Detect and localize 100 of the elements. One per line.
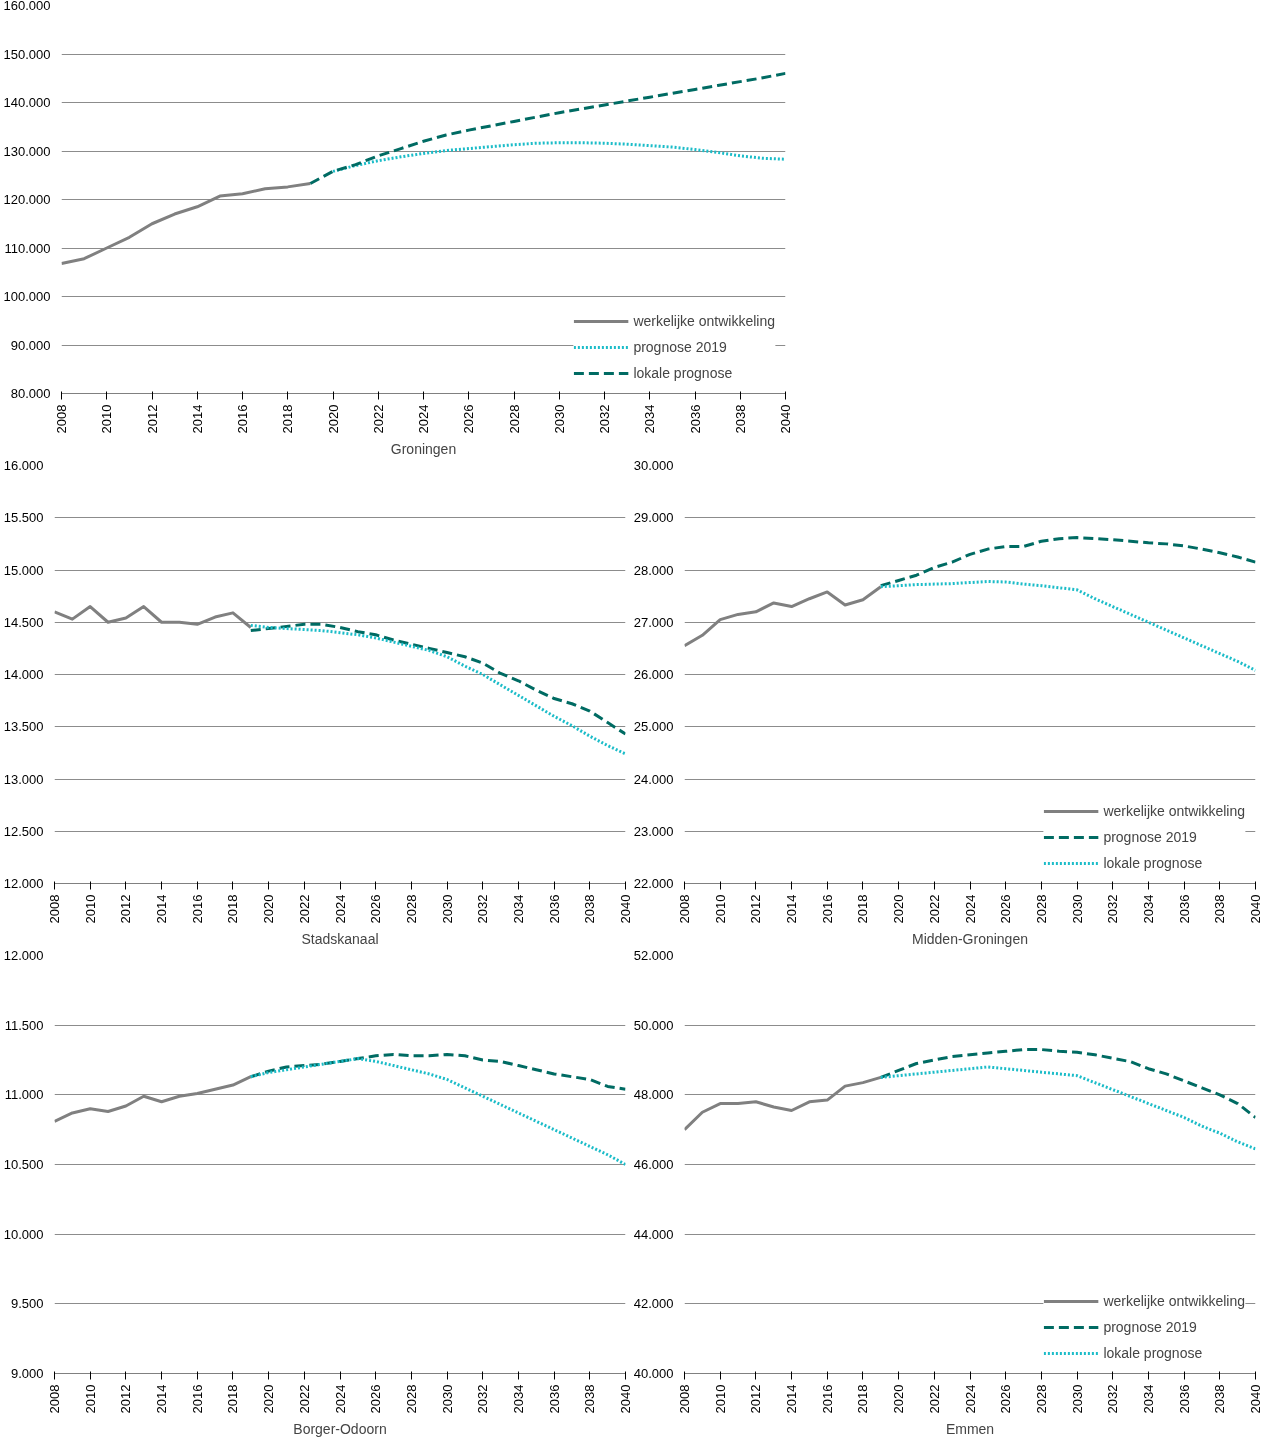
y-tick-label: 16.000 — [3, 458, 44, 473]
y-tick-label: 48.000 — [633, 1087, 674, 1103]
x-tick-label: 2040 — [1248, 1384, 1263, 1414]
x-tick-label: 2038 — [582, 894, 598, 924]
x-axis-title: Midden-Groningen — [912, 931, 1028, 948]
legend-label: prognose 2019 — [633, 339, 727, 355]
line-series — [308, 71, 786, 185]
x-tick-label: 2038 — [1212, 1384, 1228, 1414]
x-tick-label: 2024 — [962, 1384, 978, 1414]
x-tick-label: 2036 — [687, 404, 703, 434]
x-tick-label: 2040 — [618, 1384, 633, 1414]
legend-label: prognose 2019 — [1103, 1319, 1197, 1335]
x-tick-label: 2018 — [855, 1384, 871, 1414]
x-axis-title: Emmen — [945, 1421, 995, 1438]
x-tick-label: 2012 — [748, 1384, 764, 1414]
x-tick-label: 2014 — [189, 404, 205, 434]
x-tick-label: 2018 — [225, 1384, 241, 1414]
x-tick-label: 2024 — [332, 1384, 348, 1414]
y-tick-label: 13.500 — [3, 719, 44, 735]
y-tick-label: 100.000 — [3, 289, 51, 304]
x-tick-label: 2022 — [296, 1384, 312, 1414]
x-tick-label: 2026 — [998, 894, 1014, 924]
line-series — [879, 580, 1256, 672]
y-tick-label: 25.000 — [633, 719, 674, 735]
line-series — [879, 1048, 1256, 1119]
legend-label: lokale prognose — [1103, 1345, 1203, 1361]
x-tick-label: 2010 — [82, 894, 98, 924]
y-tick-label: 14.500 — [3, 614, 44, 630]
y-tick-label: 15.500 — [3, 510, 44, 526]
y-tick-label: 80.000 — [10, 386, 51, 401]
line-series — [249, 1057, 626, 1166]
x-tick-label: 2008 — [677, 894, 692, 924]
x-tick-label: 2024 — [416, 404, 431, 434]
x-tick-label: 2020 — [891, 1384, 907, 1414]
x-tick-label: 2018 — [855, 894, 871, 924]
y-tick-label: 46.000 — [633, 1157, 674, 1172]
x-tick-label: 2040 — [778, 404, 793, 434]
y-tick-label: 40.000 — [633, 1366, 674, 1381]
y-tick-label: 26.000 — [633, 667, 674, 682]
y-tick-label: 9.000 — [10, 1366, 44, 1381]
legend-label: prognose 2019 — [1103, 829, 1197, 845]
x-tick-label: 2038 — [582, 1384, 598, 1414]
x-tick-label: 2012 — [118, 1384, 134, 1414]
x-tick-label: 2030 — [439, 1384, 455, 1414]
y-tick-label: 24.000 — [633, 771, 674, 787]
y-tick-label: 10.500 — [3, 1157, 44, 1172]
y-tick-label: 110.000 — [4, 240, 51, 256]
y-tick-label: 12.500 — [3, 823, 44, 839]
y-tick-label: 22.000 — [633, 876, 674, 891]
line-series — [249, 623, 626, 756]
x-tick-label: 2032 — [1105, 1384, 1121, 1414]
y-tick-label: 30.000 — [633, 458, 674, 473]
x-tick-label: 2028 — [403, 894, 419, 924]
x-tick-label: 2032 — [1105, 894, 1121, 924]
x-tick-label: 2026 — [368, 894, 384, 924]
x-tick-label: 2014 — [784, 1384, 800, 1414]
x-tick-label: 2022 — [926, 1384, 942, 1414]
y-tick-label: 11.500 — [4, 1017, 44, 1033]
legend-label: werkelijke ontwikkeling — [1103, 803, 1245, 819]
x-tick-label: 2030 — [1069, 894, 1085, 924]
x-tick-label: 2014 — [154, 894, 170, 924]
y-tick-label: 23.000 — [633, 823, 674, 839]
y-tick-label: 28.000 — [633, 562, 674, 578]
y-tick-label: 29.000 — [633, 510, 674, 526]
x-tick-label: 2018 — [225, 894, 241, 924]
x-tick-label: 2028 — [1033, 894, 1049, 924]
x-tick-label: 2028 — [506, 404, 522, 434]
x-axis-title: Stadskanaal — [301, 931, 379, 948]
y-tick-label: 52.000 — [633, 948, 674, 963]
y-tick-label: 140.000 — [3, 95, 51, 110]
x-tick-label: 2026 — [368, 1384, 384, 1414]
line-series — [879, 536, 1256, 588]
y-tick-label: 15.000 — [3, 562, 44, 578]
x-tick-label: 2010 — [712, 1384, 728, 1414]
x-tick-label: 2030 — [1069, 1384, 1085, 1414]
x-tick-label: 2008 — [47, 894, 62, 924]
x-tick-label: 2032 — [475, 894, 491, 924]
x-tick-label: 2036 — [546, 894, 562, 924]
x-tick-label: 2020 — [261, 1384, 277, 1414]
x-tick-label: 2020 — [891, 894, 907, 924]
x-tick-label: 2010 — [712, 894, 728, 924]
x-axis-title: Groningen — [390, 441, 457, 458]
y-tick-label: 9.500 — [10, 1296, 44, 1312]
x-tick-label: 2012 — [144, 404, 160, 434]
y-tick-label: 160.000 — [3, 0, 51, 13]
x-tick-label: 2022 — [370, 404, 386, 434]
x-tick-label: 2012 — [118, 894, 134, 924]
x-tick-label: 2040 — [1248, 894, 1263, 924]
y-tick-label: 42.000 — [633, 1296, 674, 1312]
y-tick-label: 12.000 — [3, 876, 44, 891]
x-tick-label: 2022 — [926, 894, 942, 924]
x-tick-label: 2040 — [618, 894, 633, 924]
x-tick-label: 2032 — [475, 1384, 491, 1414]
legend-label: lokale prognose — [1103, 855, 1203, 871]
y-tick-label: 12.000 — [3, 948, 44, 963]
x-tick-label: 2014 — [784, 894, 800, 924]
x-tick-label: 2016 — [819, 1384, 835, 1414]
x-tick-label: 2032 — [597, 404, 612, 434]
x-tick-label: 2010 — [82, 1384, 98, 1414]
y-tick-label: 150.000 — [3, 46, 51, 62]
